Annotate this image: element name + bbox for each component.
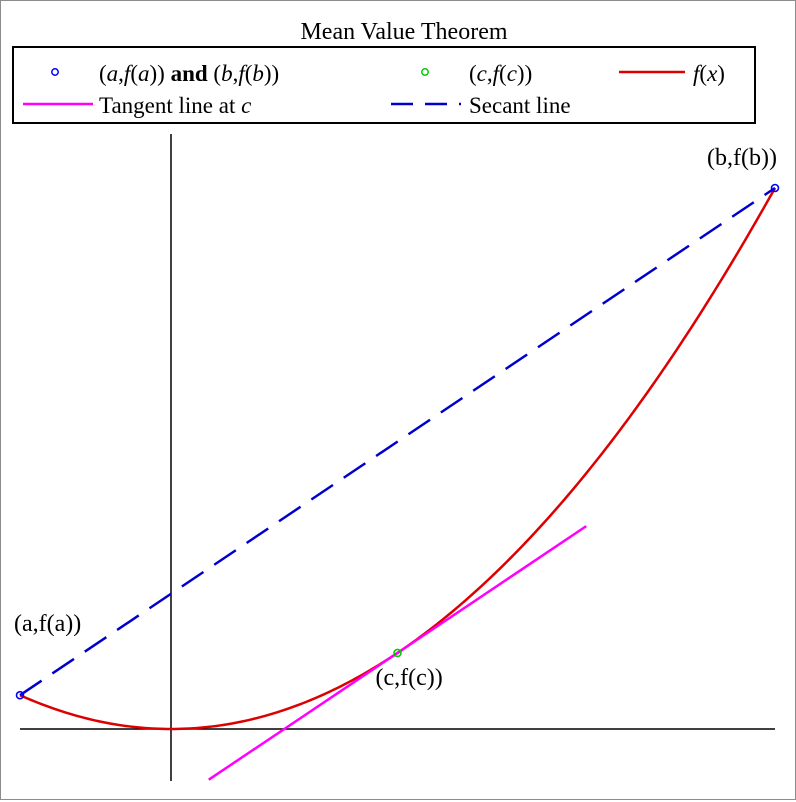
- legend-label-part: b: [252, 61, 264, 86]
- legend-label-part: (: [699, 61, 707, 86]
- legend-label-part: ): [717, 61, 725, 86]
- secant-line: [19, 186, 776, 697]
- legend-label-part: (: [99, 61, 107, 86]
- legend-point-marker: [421, 68, 429, 76]
- legend-label: Secant line: [469, 93, 571, 118]
- legend-label-part: (: [213, 61, 221, 86]
- point-c: [393, 648, 402, 658]
- legend-label-part: ,: [118, 61, 124, 86]
- legend-box: [12, 46, 756, 124]
- legend-label-part: c: [477, 61, 487, 86]
- legend: (a,f(a)) and (b,f(b)) (c,f(c)) f(x)Tangent…: [12, 46, 756, 124]
- legend-label-part: c: [241, 93, 251, 118]
- legend-label: f(x): [693, 61, 725, 86]
- legend-entry: (c,f(c)): [421, 61, 532, 86]
- legend-label: (a,f(a)) and (b,f(b)): [99, 61, 279, 86]
- legend-label-part: b: [221, 61, 233, 86]
- legend-label-part: )): [517, 61, 532, 86]
- legend-label-part: ,: [233, 61, 239, 86]
- legend-label-part: )): [149, 61, 164, 86]
- legend-label-part: a: [107, 61, 119, 86]
- point-labels: (a,f(a)) (b,f(b)) (c,f(c)): [14, 145, 777, 691]
- point-label-c: (c,f(c)): [376, 665, 443, 691]
- tangent-line: [208, 525, 587, 781]
- legend-entry: Secant line: [391, 93, 571, 118]
- legend-label-part: Secant line: [469, 93, 571, 118]
- points-layer: [15, 183, 780, 700]
- curve-fx: [19, 187, 777, 731]
- legend-label-part: f: [693, 61, 703, 86]
- legend-label-part: x: [706, 61, 718, 86]
- legend-label-part: Tangent line at: [99, 93, 241, 118]
- legend-label: Tangent line at c: [99, 93, 251, 118]
- legend-entry: f(x): [619, 61, 725, 86]
- legend-label-part: c: [507, 61, 517, 86]
- legend-entry: Tangent line at c: [23, 93, 251, 118]
- legend-label-part: (: [130, 61, 138, 86]
- legend-label: (c,f(c)): [469, 61, 532, 86]
- legend-label-part: (: [245, 61, 253, 86]
- legend-label-part: (: [469, 61, 477, 86]
- series-layer: [19, 186, 777, 781]
- point-b: [770, 183, 780, 193]
- legend-label-part: )): [264, 61, 279, 86]
- legend-label-part: and: [165, 61, 214, 86]
- legend-label-part: f: [493, 61, 503, 86]
- legend-label-part: ,: [487, 61, 493, 86]
- point-label-b: (b,f(b)): [707, 145, 777, 171]
- legend-label-part: (: [499, 61, 507, 86]
- legend-point-marker: [51, 68, 59, 76]
- chart-title: Mean Value Theorem: [300, 19, 507, 45]
- point-a: [15, 690, 25, 700]
- legend-label-part: f: [124, 61, 134, 86]
- legend-label-part: f: [238, 61, 248, 86]
- legend-label-part: a: [138, 61, 150, 86]
- legend-entry: (a,f(a)) and (b,f(b)): [51, 61, 279, 86]
- point-label-a: (a,f(a)): [14, 611, 81, 637]
